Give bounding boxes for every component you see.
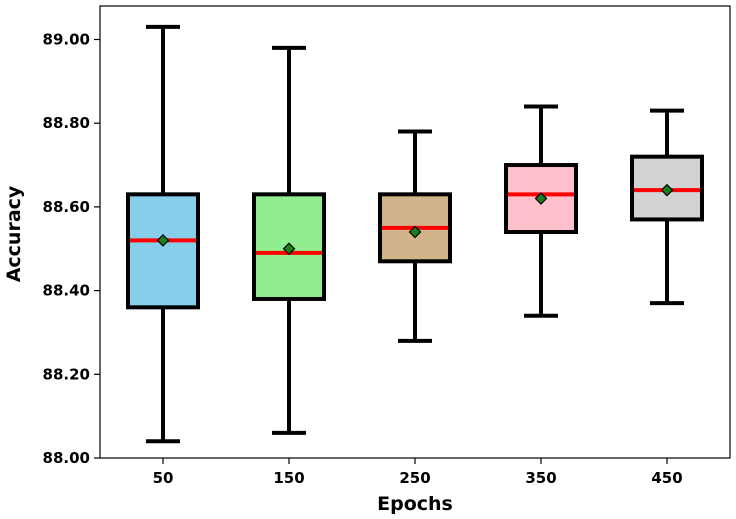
- x-tick-label: 250: [399, 469, 430, 487]
- plot-area: [126, 24, 704, 444]
- y-tick-label: 88.60: [43, 198, 90, 216]
- mean-marker: [156, 234, 170, 247]
- y-tick-label: 88.20: [43, 365, 90, 383]
- y-tick-label: 88.00: [43, 449, 90, 467]
- x-tick-label: 50: [153, 469, 174, 487]
- mean-marker: [660, 183, 674, 197]
- y-axis-label: Accuracy: [3, 185, 25, 282]
- x-tick-label: 450: [651, 469, 682, 487]
- mean-marker: [282, 242, 296, 256]
- x-axis: 50 150 250 350 450: [153, 458, 683, 487]
- mean-marker: [408, 225, 422, 239]
- box-450: [630, 108, 704, 306]
- box-350: [504, 104, 578, 318]
- box-50: [126, 24, 200, 444]
- y-tick-label: 88.80: [43, 114, 90, 132]
- box-150: [252, 45, 326, 435]
- x-axis-label: Epochs: [377, 493, 453, 515]
- x-tick-label: 350: [525, 469, 556, 487]
- mean-marker: [534, 192, 548, 205]
- box-iqr: [126, 192, 200, 310]
- y-axis: 88.00 88.20 88.40 88.60 88.80 89.00: [43, 30, 100, 467]
- x-tick-label: 150: [273, 469, 304, 487]
- y-tick-label: 89.00: [43, 30, 90, 48]
- y-tick-label: 88.40: [43, 282, 90, 300]
- box-250: [378, 129, 452, 343]
